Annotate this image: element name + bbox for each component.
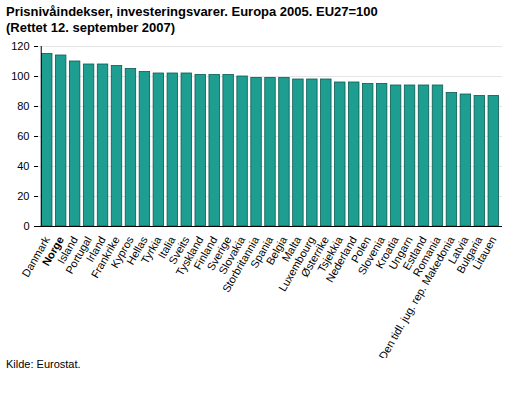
svg-text:40: 40: [17, 160, 29, 172]
html-text:Prisnivåindekser, investerings: Prisnivåindekser, investeringsvarer. Eur…: [6, 4, 378, 19]
svg-text:Italia: Italia: [155, 234, 178, 261]
svg-text:Tyrkia: Tyrkia: [138, 234, 164, 266]
svg-text:Tsjekkia: Tsjekkia: [315, 234, 346, 275]
html-text:Kilde: Eurostat.: Kilde: Eurostat.: [6, 358, 81, 370]
svg-text:80: 80: [17, 100, 29, 112]
svg-text:Kroatia: Kroatia: [373, 234, 401, 271]
svg-text:Bulgaria: Bulgaria: [454, 234, 485, 276]
svg-text:Sverige: Sverige: [204, 234, 234, 273]
svg-text:Østerrike: Østerrike: [298, 234, 332, 279]
svg-text:Storbritannia: Storbritannia: [219, 234, 262, 295]
html-text:(Rettet 12. september 2007): (Rettet 12. september 2007): [6, 20, 176, 35]
svg-text:Slovakia: Slovakia: [216, 234, 248, 277]
svg-text:Tyskland: Tyskland: [173, 234, 206, 278]
svg-text:Ungarn: Ungarn: [386, 234, 415, 272]
svg-text:Slovenia: Slovenia: [355, 234, 387, 277]
svg-text:Nederland: Nederland: [323, 234, 359, 285]
svg-text:Spania: Spania: [247, 234, 276, 270]
svg-text:Romania: Romania: [410, 234, 443, 279]
svg-text:0: 0: [23, 220, 29, 232]
svg-text:Irland: Irland: [83, 234, 108, 265]
svg-text:20: 20: [17, 190, 29, 202]
svg-text:Estland: Estland: [400, 234, 429, 272]
svg-text:Finland: Finland: [191, 234, 220, 272]
svg-text:Frankrike: Frankrike: [88, 234, 122, 280]
svg-text:Luxembourg: Luxembourg: [276, 234, 318, 294]
svg-text:Belgia: Belgia: [263, 234, 290, 267]
svg-text:Kypros: Kypros: [108, 234, 136, 270]
svg-text:Hellas: Hellas: [124, 234, 150, 267]
svg-text:Norge: Norge: [39, 234, 66, 268]
svg-text:Latvia: Latvia: [445, 234, 471, 266]
svg-text:120: 120: [11, 40, 29, 52]
svg-text:60: 60: [17, 130, 29, 142]
svg-text:Litauen: Litauen: [470, 234, 498, 271]
svg-text:Portugal: Portugal: [63, 234, 94, 276]
svg-text:Malta: Malta: [279, 234, 304, 264]
svg-text:Polen: Polen: [348, 234, 373, 265]
svg-text:Danmark: Danmark: [19, 234, 52, 279]
svg-text:Island: Island: [54, 234, 80, 266]
svg-text:Den tidl. jug. rep. Makedonia: Den tidl. jug. rep. Makedonia: [376, 234, 457, 358]
svg-text:100: 100: [11, 70, 29, 82]
svg-text:Sveits: Sveits: [166, 234, 192, 267]
